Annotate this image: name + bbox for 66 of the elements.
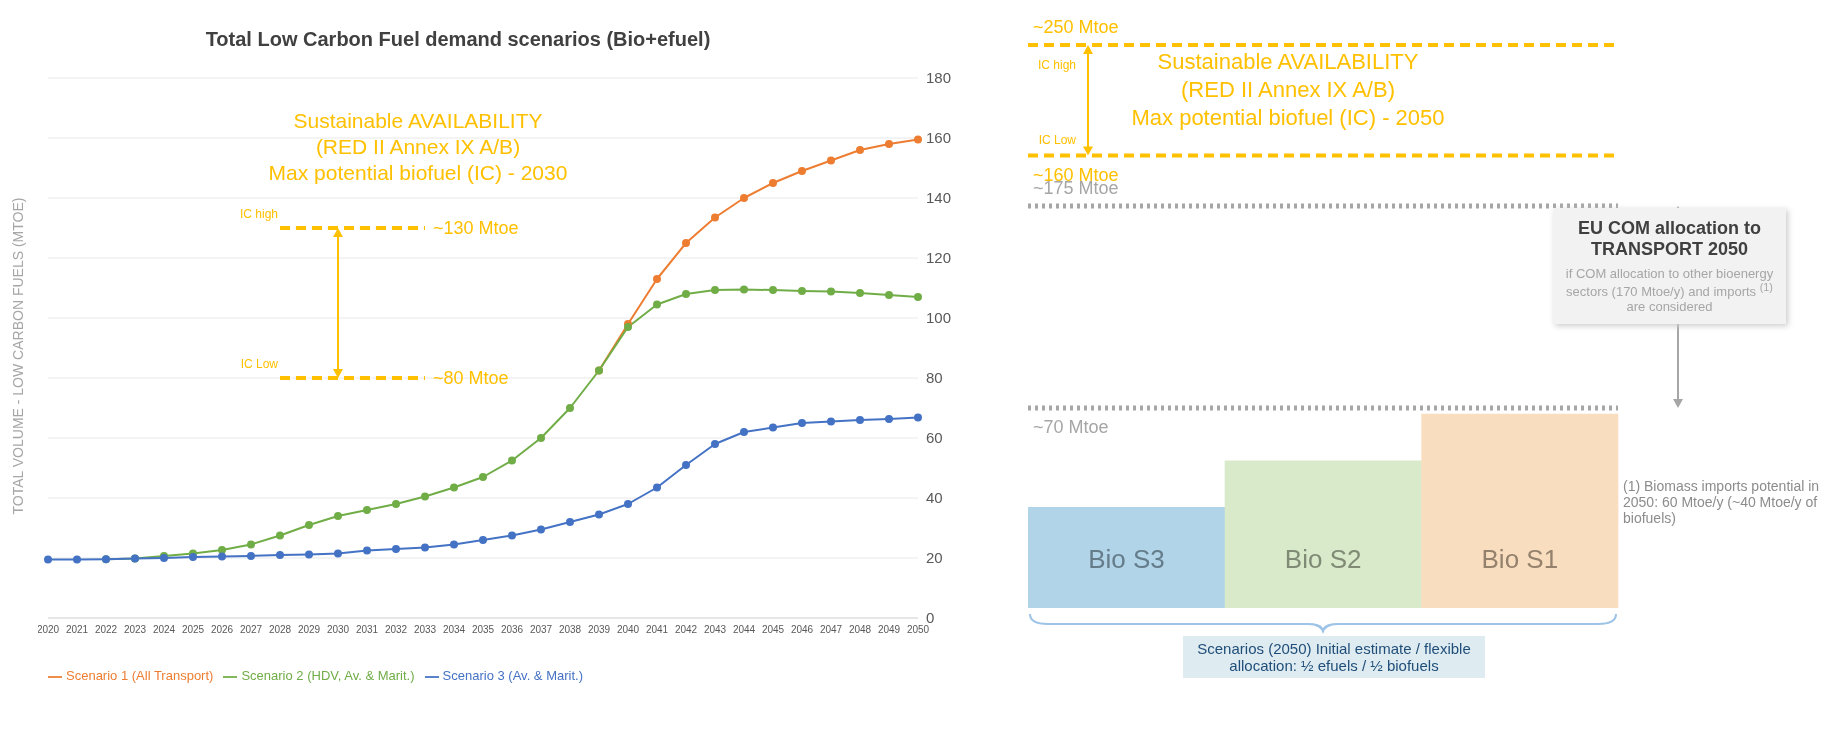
annotation: (RED II Annex IX A/B) [314, 134, 522, 160]
x-tick-label: 2023 [123, 624, 147, 636]
x-tick-label: 2039 [587, 624, 611, 636]
x-tick-label: 2035 [471, 624, 495, 636]
annotation: Max potential biofuel (IC) - 2030 [267, 160, 569, 186]
text: IC Low [1038, 132, 1077, 147]
x-tick-label: 2028 [268, 624, 292, 636]
x-tick-label: 2038 [558, 624, 582, 636]
chart-title: Total Low Carbon Fuel demand scenarios (Bio+efuel) [204, 28, 712, 51]
ref-line-label: ~80 Mtoe [433, 368, 509, 388]
x-tick-label: 2022 [94, 624, 118, 636]
text: EU COM allocation to TRANSPORT 2050 [1577, 218, 1762, 260]
annotation: IC Low [240, 357, 279, 371]
y-tick-label: 80 [926, 369, 943, 387]
x-tick-label: 2027 [239, 624, 263, 636]
x-tick-label: 2050 [906, 624, 930, 636]
x-tick-label: 2049 [877, 624, 901, 636]
x-tick-label: 2037 [529, 624, 553, 636]
ref-line-label: ~70 Mtoe [1033, 417, 1109, 437]
x-tick-label: 2045 [761, 624, 785, 636]
x-tick-label: Bio S3 [1088, 544, 1165, 574]
text: Scenarios (2050) Initial estimate / flexible allocation: ½ efuels / ½ biofuels [1183, 636, 1485, 678]
legend-label: Scenario 2 (HDV, Av. & Marit.) [241, 668, 415, 683]
x-tick-label: 2036 [500, 624, 524, 636]
x-tick-label: 2024 [152, 624, 176, 636]
text: Sustainable AVAILABILITY [1156, 48, 1420, 76]
text: if COM allocation to other bioenergy sectors (170 Mtoe/y) and imports $^{(1)}$ are considered [1565, 266, 1774, 315]
x-tick-label: 2021 [65, 624, 89, 636]
annotation: IC high [239, 207, 278, 221]
text: Max potential biofuel (IC) - 2050 [1130, 104, 1446, 132]
ref-line-label: ~250 Mtoe [1033, 16, 1119, 37]
x-tick-label: 2044 [732, 624, 756, 636]
x-tick-label: 2026 [210, 624, 234, 636]
y-tick-label: 40 [926, 489, 943, 507]
text: (RED II Annex IX A/B) [1180, 76, 1396, 104]
x-tick-label: 2047 [819, 624, 843, 636]
y-tick-label: 20 [926, 549, 943, 567]
x-tick-label: 2030 [326, 624, 350, 636]
x-tick-label: 2032 [384, 624, 408, 636]
y-tick-label: 180 [926, 69, 952, 87]
x-tick-label: 2040 [616, 624, 640, 636]
y-axis-title: TOTAL VOLUME - LOW CARBON FUELS (MTOE) [10, 196, 26, 517]
x-tick-label: 2020 [36, 624, 60, 636]
x-tick-label: 2025 [181, 624, 205, 636]
x-tick-label: 2034 [442, 624, 466, 636]
legend-label: Scenario 1 (All Transport) [66, 668, 214, 683]
x-tick-label: Bio S2 [1284, 544, 1362, 574]
y-tick-label: 100 [926, 309, 952, 327]
y-tick-label: 120 [926, 249, 952, 267]
x-tick-label: Bio S1 [1481, 544, 1559, 574]
x-tick-label: 2046 [790, 624, 814, 636]
x-tick-label: 2033 [413, 624, 437, 636]
y-tick-label: 60 [926, 429, 943, 447]
ref-line-label: ~130 Mtoe [433, 218, 519, 238]
x-tick-label: 2031 [355, 624, 379, 636]
x-tick-label: 2042 [674, 624, 698, 636]
legend-label: Scenario 3 (Av. & Marit.) [442, 668, 583, 683]
x-tick-label: 2041 [645, 624, 669, 636]
annotation: Sustainable AVAILABILITY [292, 108, 544, 134]
x-tick-label: 2048 [848, 624, 872, 636]
y-tick-label: 160 [926, 129, 952, 147]
text: (1) Biomass imports potential in 2050: 60 Mtoe/y (~40 Mtoe/y of biofuels) [1623, 478, 1821, 526]
x-tick-label: 2029 [297, 624, 321, 636]
y-tick-label: 140 [926, 189, 952, 207]
text: IC high [1037, 57, 1076, 72]
x-tick-label: 2043 [703, 624, 727, 636]
